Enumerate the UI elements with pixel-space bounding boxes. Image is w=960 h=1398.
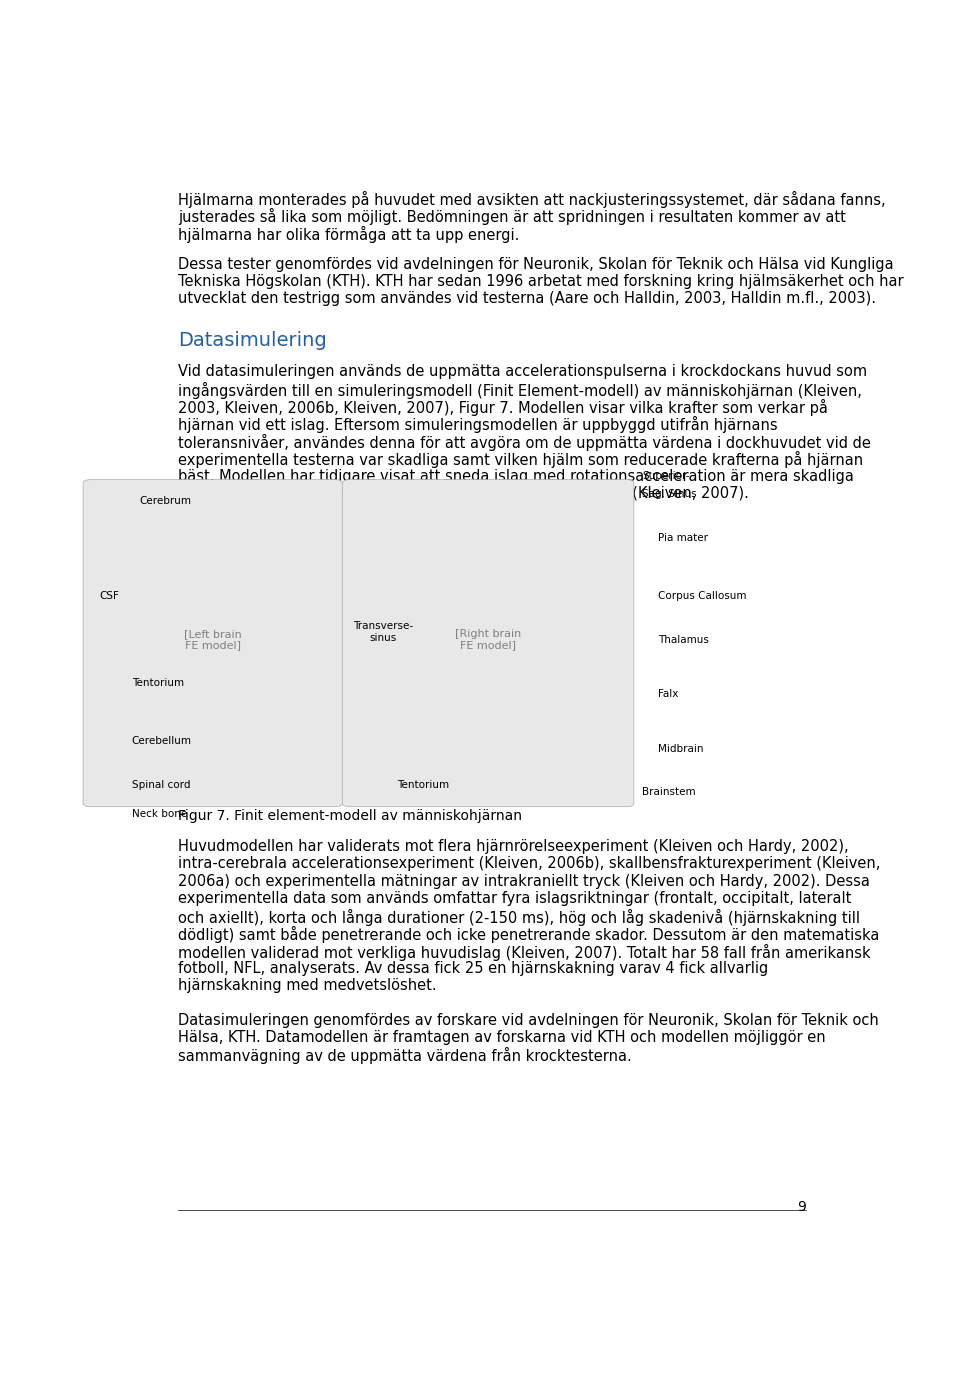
Text: 2003, Kleiven, 2006b, Kleiven, 2007), Figur 7. Modellen visar vilka krafter som : 2003, Kleiven, 2006b, Kleiven, 2007), Fi… xyxy=(179,398,828,417)
Text: Huvudmodellen har validerats mot flera hjärnrörelseexperiment (Kleiven och Hardy: Huvudmodellen har validerats mot flera h… xyxy=(179,839,849,854)
Text: Thalamus: Thalamus xyxy=(659,635,709,644)
Text: modellen validerad mot verkliga huvudislag (Kleiven, 2007). Totalt har 58 fall f: modellen validerad mot verkliga huvudisl… xyxy=(179,944,871,960)
Text: Corpus Callosum: Corpus Callosum xyxy=(659,591,747,601)
Text: toleransnivåer, användes denna för att avgöra om de uppmätta värdena i dockhuvud: toleransnivåer, användes denna för att a… xyxy=(179,433,871,450)
Text: experimentella testerna var skadliga samt vilken hjälm som reducerade krafterna : experimentella testerna var skadliga sam… xyxy=(179,452,863,468)
Text: Midbrain: Midbrain xyxy=(659,744,704,754)
Text: Datasimulering: Datasimulering xyxy=(179,331,326,351)
Text: Tentorium: Tentorium xyxy=(132,678,183,688)
Text: hjärnskakning med medvetslöshet.: hjärnskakning med medvetslöshet. xyxy=(179,979,437,994)
Text: intra-cerebrala accelerationsexperiment (Kleiven, 2006b), skallbensfrakturexperi: intra-cerebrala accelerationsexperiment … xyxy=(179,857,880,871)
Text: [Right brain
FE model]: [Right brain FE model] xyxy=(455,629,521,650)
Text: hjärnan vid ett islag. Eftersom simuleringsmodellen är uppbyggd utifrån hjärnans: hjärnan vid ett islag. Eftersom simuleri… xyxy=(179,417,778,433)
Text: Neck bone: Neck bone xyxy=(132,809,187,819)
Text: Cerebrum: Cerebrum xyxy=(140,496,192,506)
Text: Transverse-
sinus: Transverse- sinus xyxy=(352,622,413,643)
Text: dödligt) samt både penetrerande och icke penetrerande skador. Dessutom är den ma: dödligt) samt både penetrerande och icke… xyxy=(179,925,879,944)
Text: Cerebellum: Cerebellum xyxy=(132,737,192,747)
Text: Dessa tester genomfördes vid avdelningen för Neuronik, Skolan för Teknik och Häl: Dessa tester genomfördes vid avdelningen… xyxy=(179,257,894,271)
Text: Hälsa, KTH. Datamodellen är framtagen av forskarna vid KTH och modellen möjliggö: Hälsa, KTH. Datamodellen är framtagen av… xyxy=(179,1030,826,1044)
Text: Brainstem: Brainstem xyxy=(642,787,696,797)
Text: justerades så lika som möjligt. Bedömningen är att spridningen i resultaten komm: justerades så lika som möjligt. Bedömnin… xyxy=(179,208,846,225)
Text: Datasimuleringen genomfördes av forskare vid avdelningen för Neuronik, Skolan fö: Datasimuleringen genomfördes av forskare… xyxy=(179,1012,878,1028)
Text: Vid datasimuleringen används de uppmätta accelerationspulserna i krockdockans hu: Vid datasimuleringen används de uppmätta… xyxy=(179,363,867,379)
Text: [Left brain
FE model]: [Left brain FE model] xyxy=(183,629,242,650)
Text: Hjälmarna monterades på huvudet med avsikten att nackjusteringssystemet, där såd: Hjälmarna monterades på huvudet med avsi… xyxy=(179,192,886,208)
Text: Sag. Sinus: Sag. Sinus xyxy=(642,489,697,499)
Text: sammanvägning av de uppmätta värdena från krocktesterna.: sammanvägning av de uppmätta värdena frå… xyxy=(179,1047,632,1064)
Text: utvecklat den testrigg som användes vid testerna (Aare och Halldin, 2003, Halldi: utvecklat den testrigg som användes vid … xyxy=(179,291,876,306)
FancyBboxPatch shape xyxy=(343,480,634,807)
Text: experimentella data som används omfattar fyra islagsriktningar (frontalt, occipi: experimentella data som används omfattar… xyxy=(179,892,852,906)
FancyBboxPatch shape xyxy=(84,480,343,807)
Text: hjälmarna har olika förmåga att ta upp energi.: hjälmarna har olika förmåga att ta upp e… xyxy=(179,225,519,243)
Text: bäst. Modellen har tidigare visat att sneda islag med rotationsacceleration är m: bäst. Modellen har tidigare visat att sn… xyxy=(179,468,854,484)
Text: 9: 9 xyxy=(797,1199,805,1213)
Text: Falx: Falx xyxy=(659,689,679,699)
Text: fotboll, NFL, analyserats. Av dessa fick 25 en hjärnskakning varav 4 fick allvar: fotboll, NFL, analyserats. Av dessa fick… xyxy=(179,960,768,976)
Text: för hjärnan än raka slag med endast translationsacceleration (Kleiven, 2007).: för hjärnan än raka slag med endast tran… xyxy=(179,487,749,500)
Text: Spinal cord: Spinal cord xyxy=(132,780,190,790)
Text: 2006a) och experimentella mätningar av intrakraniellt tryck (Kleiven och Hardy, : 2006a) och experimentella mätningar av i… xyxy=(179,874,870,889)
Text: Tentorium: Tentorium xyxy=(397,780,449,790)
Text: ingångsvärden till en simuleringsmodell (Finit Element-modell) av människohjärna: ingångsvärden till en simuleringsmodell … xyxy=(179,382,862,398)
Text: Figur 7. Finit element-modell av människohjärnan: Figur 7. Finit element-modell av människ… xyxy=(179,809,522,823)
Text: Pia mater: Pia mater xyxy=(659,533,708,542)
Text: och axiellt), korta och långa durationer (2-150 ms), hög och låg skadenivå (hjär: och axiellt), korta och långa durationer… xyxy=(179,909,860,925)
Text: CSF: CSF xyxy=(99,591,119,601)
Text: Tekniska Högskolan (KTH). KTH har sedan 1996 arbetat med forskning kring hjälmsä: Tekniska Högskolan (KTH). KTH har sedan … xyxy=(179,274,903,289)
Text: Superior-: Superior- xyxy=(642,471,689,481)
